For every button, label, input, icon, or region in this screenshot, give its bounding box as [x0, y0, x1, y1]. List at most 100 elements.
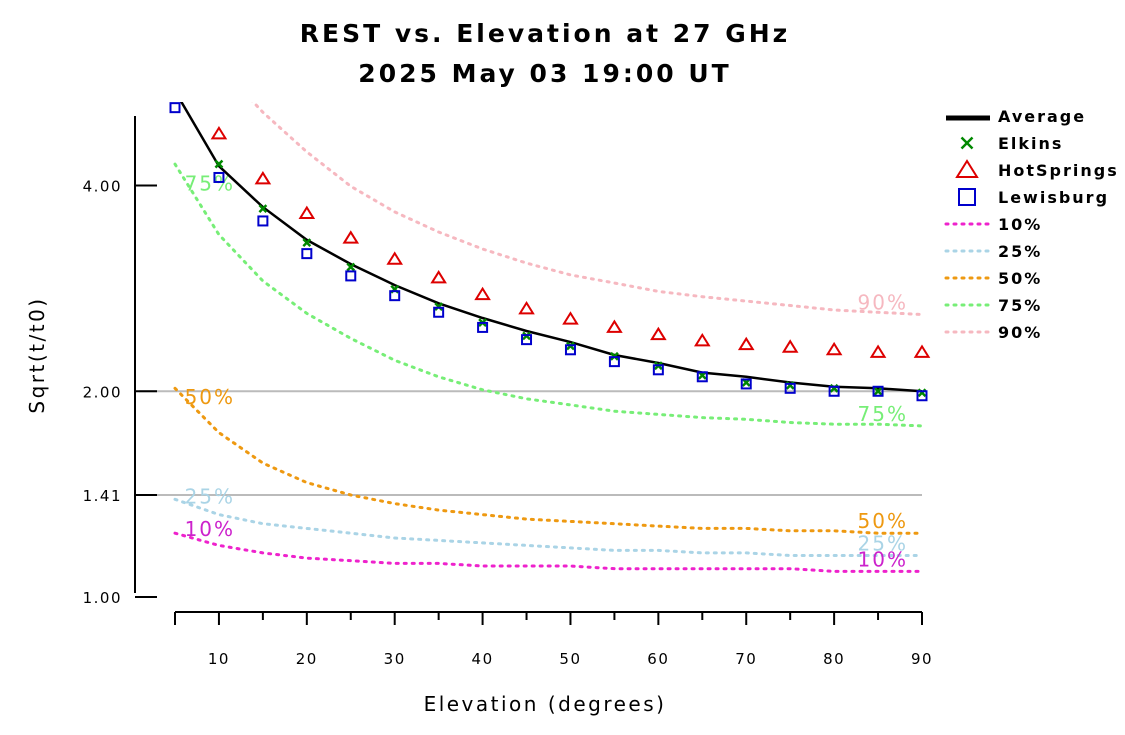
y-tick-label-1-41: 1.41 [83, 487, 122, 505]
axes [134, 116, 922, 613]
band-label-start-50pct: 50% [185, 385, 235, 409]
marker-hotsprings-70 [737, 336, 755, 351]
legend-label-elkins: Elkins [998, 134, 1063, 153]
x-tick-label-20: 20 [296, 650, 318, 668]
marker-hotsprings-85 [869, 344, 887, 358]
marker-lewisburg-20 [301, 248, 313, 260]
band-line-75pct [173, 162, 924, 428]
legend: Average Elkins HotSprings Lewisburg 10% 25% 50… [944, 107, 1119, 342]
marker-hotsprings-20 [298, 205, 316, 220]
marker-hotsprings-65 [693, 332, 711, 347]
band-label-start-10pct: 10% [185, 517, 235, 541]
percentile-band-labels: 10%10%25%25%50%50%75%75%90% [185, 171, 908, 571]
band-label-end-90pct: 90% [858, 291, 908, 315]
marker-elkins-10 [214, 159, 224, 169]
marker-lewisburg-45 [521, 334, 533, 346]
band-line-90pct [251, 102, 924, 316]
x-tick-label-70: 70 [735, 650, 757, 668]
x-tick-label-60: 60 [647, 650, 669, 668]
marker-lewisburg-65 [696, 371, 708, 383]
marker-hotsprings-40 [474, 286, 491, 301]
y-tick-label-1: 1.00 [83, 589, 122, 607]
band-label-end-25pct: 25% [858, 532, 908, 556]
marker-lewisburg-90 [916, 390, 928, 402]
marker-elkins-85 [873, 386, 883, 396]
marker-elkins-20 [302, 238, 312, 248]
legend-label-10pct: 10% [998, 215, 1042, 234]
marker-lewisburg-85 [872, 385, 884, 397]
legend-label-average: Average [998, 107, 1086, 126]
marker-lewisburg-40 [477, 321, 489, 333]
y-axis-title: Sqrt(t/t0) [25, 296, 49, 413]
marker-lewisburg-30 [389, 290, 401, 302]
x-tick-label-10: 10 [208, 650, 230, 668]
x-tick-label-90: 90 [911, 650, 933, 668]
legend-label-90pct: 90% [998, 323, 1042, 342]
marker-lewisburg-25 [345, 270, 357, 282]
reference-lines [139, 390, 922, 497]
chart-title: REST vs. Elevation at 27 GHz [300, 19, 790, 48]
marker-lewisburg-80 [828, 385, 840, 397]
legend-swatch-elkins-stroke-b [960, 136, 974, 150]
marker-lewisburg-75 [784, 382, 796, 394]
x-tick-label-50: 50 [559, 650, 581, 668]
band-line-50pct [173, 386, 924, 535]
y-tick-label-4: 4.00 [83, 178, 122, 196]
marker-elkins-25 [346, 262, 356, 272]
legend-label-lewisburg: Lewisburg [998, 188, 1109, 207]
y-ticks: 1.00 1.41 2.00 4.00 [83, 178, 157, 607]
marker-hotsprings-75 [781, 339, 799, 353]
marker-hotsprings-60 [650, 326, 667, 341]
percentile-bands [173, 102, 924, 573]
band-line-10pct [173, 531, 924, 573]
band-label-start-25pct: 25% [185, 484, 235, 508]
x-tick-label-80: 80 [823, 650, 845, 668]
average-line [179, 102, 923, 393]
marker-hotsprings-50 [562, 311, 579, 325]
marker-elkins-10-stroke-b [214, 159, 224, 169]
marker-lewisburg-55 [608, 356, 620, 368]
marker-hotsprings-30 [386, 251, 404, 265]
marker-hotsprings-15 [254, 171, 272, 185]
marker-hotsprings-35 [430, 270, 447, 284]
chart-subtitle: 2025 May 03 19:00 UT [358, 59, 731, 88]
marker-elkins-35 [434, 302, 444, 312]
band-label-end-10pct: 10% [858, 547, 908, 571]
legend-swatch-lewisburg [958, 188, 976, 206]
marker-lewisburg-70 [740, 378, 752, 390]
marker-elkins-15 [258, 204, 268, 214]
x-axis-title: Elevation (degrees) [424, 692, 667, 716]
band-label-end-50pct: 50% [858, 509, 908, 533]
marker-lewisburg-50 [564, 344, 576, 356]
marker-elkins-20-stroke-b [302, 238, 312, 248]
marker-hotsprings-45 [518, 300, 535, 315]
marker-lewisburg-10 [213, 171, 225, 183]
legend-label-50pct: 50% [998, 269, 1042, 288]
legend-swatch-hotsprings [955, 159, 979, 178]
marker-hotsprings-90 [913, 344, 931, 358]
average-series [179, 102, 923, 393]
x-tick-label-30: 30 [384, 650, 406, 668]
band-line-25pct [173, 497, 924, 557]
marker-elkins-25-stroke-b [346, 262, 356, 272]
marker-lewisburg-60 [652, 364, 664, 376]
marker-elkins-85-stroke-b [873, 386, 883, 396]
site-markers [169, 102, 931, 402]
x-ticks: 10 20 30 40 50 60 70 80 90 [174, 612, 933, 668]
legend-swatch-elkins [960, 136, 974, 150]
x-tick-label-40: 40 [472, 650, 494, 668]
y-tick-label-2: 2.00 [83, 383, 122, 401]
marker-elkins-15-stroke-b [258, 204, 268, 214]
marker-hotsprings-80 [825, 341, 843, 356]
marker-lewisburg-15 [257, 215, 269, 227]
marker-lewisburg-5 [169, 102, 181, 114]
marker-hotsprings-55 [606, 319, 623, 333]
legend-label-75pct: 75% [998, 296, 1042, 315]
legend-label-hotsprings: HotSprings [998, 161, 1119, 180]
marker-lewisburg-35 [433, 306, 445, 318]
marker-hotsprings-25 [342, 230, 360, 244]
marker-hotsprings-10 [210, 125, 228, 140]
legend-label-25pct: 25% [998, 242, 1042, 261]
